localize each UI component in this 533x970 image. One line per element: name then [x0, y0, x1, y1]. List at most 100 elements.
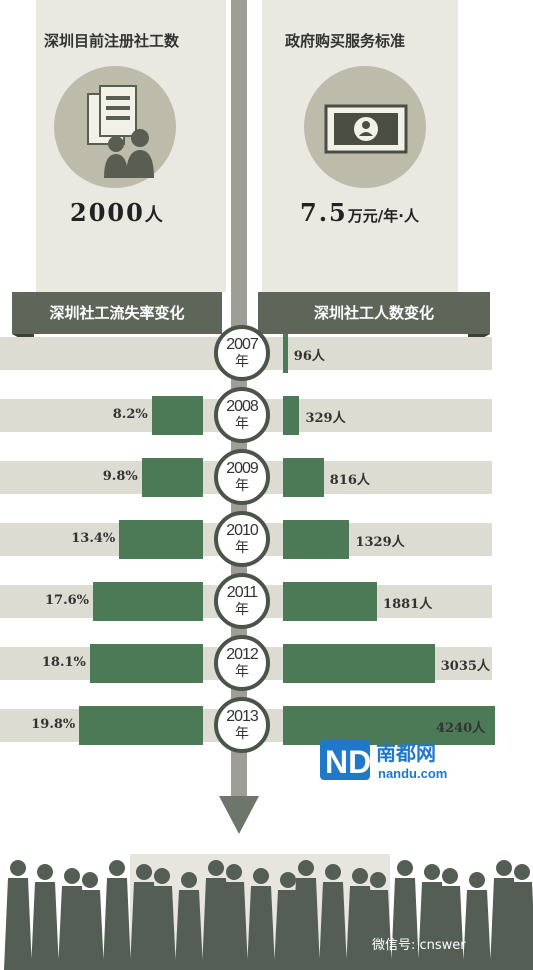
- year-suffix: 年: [235, 539, 249, 555]
- money-bill-icon: [304, 66, 426, 188]
- registered-workers-title: 深圳目前注册社工数: [44, 32, 180, 50]
- worker-count-value-label: 816人: [329, 473, 370, 488]
- turnover-bar: [151, 396, 203, 435]
- worker-count-ribbon: 深圳社工人数变化: [258, 292, 490, 334]
- turnover-bar: [79, 706, 203, 745]
- crowd-silhouette: [4, 854, 533, 970]
- year-suffix: 年: [235, 353, 249, 369]
- year-label: 2009: [226, 460, 259, 477]
- worker-count-bar: [283, 644, 435, 683]
- person-body: [436, 886, 464, 970]
- purchase-standard-number: 7.5: [300, 198, 348, 227]
- person-head: [226, 864, 242, 880]
- person-head: [208, 860, 224, 876]
- person-head: [253, 868, 269, 884]
- year-suffix: 年: [235, 477, 249, 493]
- registered-workers-number: 2000: [70, 198, 145, 227]
- worker-count-value-label: 4240人: [436, 721, 486, 736]
- worker-count-bar: [283, 396, 300, 435]
- person-head: [298, 860, 314, 876]
- watermark-site-name: 南都网: [376, 741, 436, 765]
- turnover-bar: [89, 644, 203, 683]
- watermark-logo-letters: ND: [325, 744, 371, 780]
- year-suffix: 年: [235, 601, 249, 617]
- person-body: [364, 890, 392, 970]
- year-suffix: 年: [235, 415, 249, 431]
- turnover-value-label: 13.4%: [71, 531, 116, 546]
- registered-workers-unit: 人: [144, 205, 163, 226]
- person-head: [10, 860, 26, 876]
- person-head: [325, 864, 341, 880]
- year-suffix: 年: [235, 663, 249, 679]
- worker-count-value-label: 329人: [305, 411, 346, 426]
- year-marker: 2010 年: [214, 511, 270, 567]
- turnover-bar: [141, 458, 203, 497]
- worker-count-bar: [283, 706, 495, 745]
- wechat-id-label: 微信号: cnswer: [372, 938, 466, 953]
- person-body: [103, 878, 131, 970]
- year-label: 2012: [226, 646, 259, 663]
- person-head: [424, 864, 440, 880]
- worker-count-bar: [283, 520, 350, 559]
- turnover-value-label: 18.1%: [41, 655, 86, 670]
- watermark-site-domain: nandu.com: [378, 766, 447, 781]
- person-body: [319, 882, 347, 970]
- person-head: [352, 868, 368, 884]
- person-head: [154, 868, 170, 884]
- person-body: [391, 878, 419, 970]
- turnover-value-label: 9.8%: [102, 469, 138, 484]
- person-head: [64, 868, 80, 884]
- person-body: [463, 890, 491, 970]
- year-label: 2010: [226, 522, 259, 539]
- person-body: [220, 882, 248, 970]
- year-label: 2007: [226, 336, 259, 353]
- person-head: [136, 864, 152, 880]
- workers-document-icon: [54, 66, 176, 188]
- turnover-bar: [119, 520, 203, 559]
- person-body: [292, 878, 320, 970]
- person-body: [4, 878, 32, 970]
- worker-count-value-label: 96人: [293, 349, 325, 364]
- turnover-value-label: 17.6%: [44, 593, 89, 608]
- worker-count-bar: [283, 582, 378, 621]
- person-body: [148, 886, 176, 970]
- year-label: 2008: [226, 398, 259, 415]
- year-label: 2013: [226, 708, 259, 725]
- turnover-value-label: 19.8%: [31, 717, 76, 732]
- person-head: [181, 872, 197, 888]
- person-head: [397, 860, 413, 876]
- year-marker: 2009 年: [214, 449, 270, 505]
- year-marker: 2012 年: [214, 635, 270, 691]
- nandu-watermark: ND 南都网 nandu.com: [320, 736, 470, 790]
- timeline-arrowhead: [219, 796, 259, 834]
- person-body: [508, 882, 533, 970]
- worker-count-value-label: 1329人: [355, 535, 405, 550]
- worker-count-bar: [283, 458, 324, 497]
- person-head: [370, 872, 386, 888]
- person-body: [76, 890, 104, 970]
- purchase-standard-title: 政府购买服务标准: [285, 32, 406, 50]
- purchase-standard-value: 7.5万元/年·人: [300, 198, 419, 227]
- worker-count-bar: [283, 334, 288, 373]
- person-head: [109, 860, 125, 876]
- person-body: [247, 886, 275, 970]
- turnover-value-label: 8.2%: [112, 407, 148, 422]
- year-marker: 2011 年: [214, 573, 270, 629]
- turnover-rate-ribbon: 深圳社工流失率变化: [12, 292, 222, 334]
- turnover-bar: [93, 582, 203, 621]
- person-body: [31, 882, 59, 970]
- person-head: [280, 872, 296, 888]
- person-head: [37, 864, 53, 880]
- person-head: [469, 872, 485, 888]
- year-marker: 2013 年: [214, 697, 270, 753]
- year-marker: 2007 年: [214, 325, 270, 381]
- year-suffix: 年: [235, 725, 249, 741]
- person-head: [442, 868, 458, 884]
- person-head: [82, 872, 98, 888]
- year-label: 2011: [226, 584, 258, 601]
- person-body: [175, 890, 203, 970]
- person-head: [496, 860, 512, 876]
- registered-workers-value: 2000人: [70, 198, 163, 227]
- worker-count-value-label: 1881人: [383, 597, 433, 612]
- person-head: [514, 864, 530, 880]
